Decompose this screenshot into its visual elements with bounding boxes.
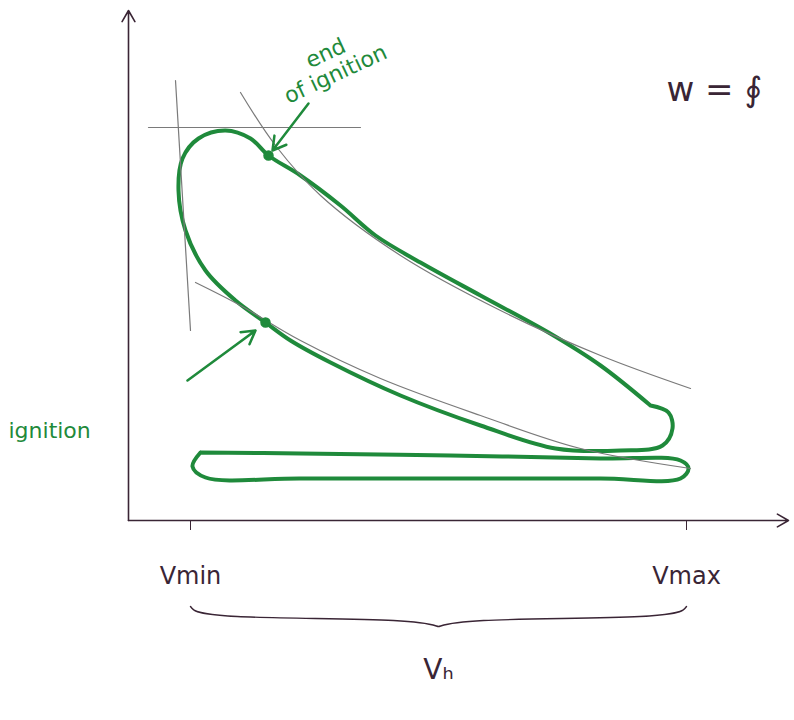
svg-text:w = ∮: w = ∮ (667, 69, 763, 109)
svg-text:Vₕ: Vₕ (423, 653, 453, 686)
svg-text:ignition: ignition (9, 418, 91, 443)
svg-text:Vmax: Vmax (652, 562, 721, 590)
svg-text:Vmin: Vmin (160, 562, 222, 590)
svg-text:endof ignition: endof ignition (270, 18, 390, 108)
